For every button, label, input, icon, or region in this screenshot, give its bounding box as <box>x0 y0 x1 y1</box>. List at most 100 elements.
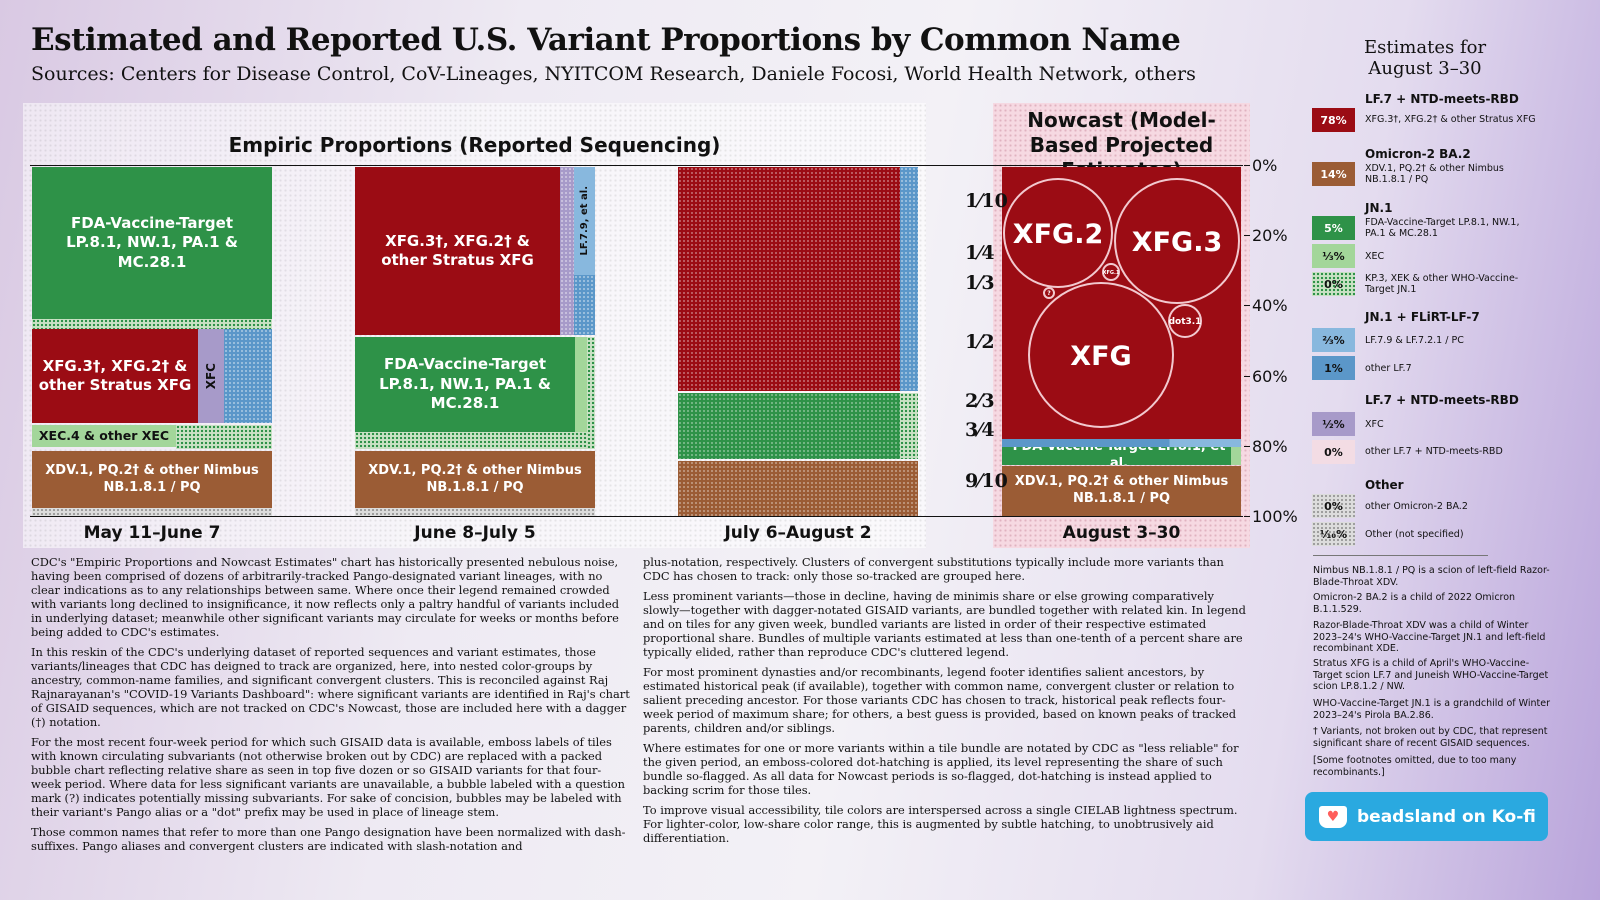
empiric-header: Empiric Proportions (Reported Sequencing… <box>228 133 721 157</box>
paragraph: CDC's "Empiric Proportions and Nowcast E… <box>31 555 619 639</box>
footnote: Nimbus NB.1.8.1 / PQ is a scion of left-… <box>1313 565 1550 588</box>
legend-swatch: 0% <box>1312 440 1355 464</box>
tile-p1-xfc: XFC <box>198 329 224 423</box>
tile-p4-xec <box>1231 447 1241 465</box>
legend-label: other Omicron-2 BA.2 <box>1365 501 1468 512</box>
legend-label: XDV.1, PQ.2† & other Nimbus NB.1.8.1 / P… <box>1365 163 1504 185</box>
legend-swatch: 0% <box>1312 272 1355 296</box>
legend-swatch: 1% <box>1312 356 1355 380</box>
legend-label: XEC <box>1365 251 1385 262</box>
legend-label: LF.7.9 & LF.7.2.1 / PC <box>1365 335 1464 346</box>
tile-p3-red <box>678 167 900 391</box>
paragraph: Where estimates for one or more variants… <box>643 741 1239 797</box>
legend-swatch: 78% <box>1312 108 1355 132</box>
period-label-1: May 11–June 7 <box>83 523 221 543</box>
y-frac-7: 9⁄10 <box>965 470 1008 492</box>
tile-p1-dots-a <box>32 319 272 329</box>
y-frac-6: 3⁄4 <box>965 419 995 441</box>
legend-label: Other (not specified) <box>1365 529 1464 540</box>
bubble-label-xfg: XFG <box>1070 341 1131 372</box>
legend-group-header: JN.1 <box>1365 201 1393 215</box>
tile-p3-brown <box>678 461 918 516</box>
y-tick-20 <box>1244 235 1250 236</box>
legend-group-header: JN.1 + FLiRT-LF-7 <box>1365 310 1480 324</box>
y-frac-3: 1⁄3 <box>965 272 995 294</box>
y-pct-80: 80% <box>1252 437 1288 456</box>
paragraph: plus-notation, respectively. Clusters of… <box>643 555 1224 583</box>
legend-title: Estimates for August 3–30 <box>1363 37 1487 79</box>
tile-p4-lf7 <box>1002 439 1241 447</box>
legend-label: other LF.7 + NTD-meets-RBD <box>1365 446 1503 457</box>
legend-group-header: LF.7 + NTD-meets-RBD <box>1365 393 1519 407</box>
period-label-4: August 3–30 <box>1062 523 1181 543</box>
bubble-label-xfg3: XFG.3 <box>1132 227 1222 258</box>
tile-p3-green <box>678 393 900 459</box>
tile-p2-dots-b <box>355 432 587 449</box>
y-tick-60 <box>1244 376 1250 377</box>
footnote: † Variants, not broken out by CDC, that … <box>1313 726 1548 749</box>
y-tick-40 <box>1244 305 1250 306</box>
bubble-chart: XFG.2 XFG.3 XFG dot3.1 XFG.1 ? <box>1003 178 1240 428</box>
paragraph: Less prominent variants—those in decline… <box>643 589 1246 659</box>
tile-p4-green: FDA-Vaccine-Target LP.8.1, et al. <box>1002 447 1231 465</box>
tile-p2-lf79: LF.7.9, et al. <box>574 167 595 275</box>
y-pct-60: 60% <box>1252 367 1288 386</box>
bubble-label-xfg1: XFG.1 <box>1103 270 1120 276</box>
legend-swatch: ⅒% <box>1312 522 1355 546</box>
tile-p4-brown: XDV.1, PQ.2† & other Nimbus NB.1.8.1 / P… <box>1002 466 1241 516</box>
kofi-button[interactable]: ♥ beadsland on Ko-fi <box>1305 792 1548 841</box>
bubble-xfg2 <box>1003 178 1113 288</box>
y-pct-0: 0% <box>1252 156 1278 175</box>
legend-label: XFC <box>1365 419 1384 430</box>
legend-group-header: Omicron-2 BA.2 <box>1365 147 1471 161</box>
chart-frame <box>30 165 1243 517</box>
legend-group-header: LF.7 + NTD-meets-RBD <box>1365 92 1519 106</box>
tile-p1-xec: XEC.4 & other XEC <box>32 425 176 447</box>
legend-label: other LF.7 <box>1365 363 1412 374</box>
bubble-label-dot31: dot3.1 <box>1169 317 1202 327</box>
tile-p1-dots-b <box>176 425 272 449</box>
footnote: Omicron-2 BA.2 is a child of 2022 Omicro… <box>1313 592 1516 615</box>
bubble-xfg <box>1028 282 1174 428</box>
tile-p1-other <box>32 508 272 516</box>
legend-swatch: 14% <box>1312 162 1355 186</box>
legend-label: XFG.3†, XFG.2† & other Stratus XFG <box>1365 114 1536 125</box>
bubble-unknown <box>1043 287 1055 299</box>
legend-swatch: ⅓% <box>1312 244 1355 268</box>
tile-p3-lf7 <box>900 167 918 391</box>
period-label-3: July 6–August 2 <box>724 523 872 543</box>
legend-divider <box>1313 555 1488 556</box>
legend-group-header: Other <box>1365 478 1404 492</box>
y-frac-4: 1⁄2 <box>965 331 995 353</box>
tile-p1-xfc-label: XFC <box>204 362 218 390</box>
bubble-xfg1 <box>1102 263 1120 281</box>
footnote: Razor-Blade-Throat XDV was a child of Wi… <box>1313 620 1546 654</box>
legend-label: FDA-Vaccine-Target LP.8.1, NW.1, PA.1 & … <box>1365 217 1520 239</box>
y-pct-100: 100% <box>1252 507 1298 526</box>
y-pct-20: 20% <box>1252 226 1288 245</box>
kofi-label: beadsland on Ko-fi <box>1357 806 1536 827</box>
tile-p2-lf79-label: LF.7.9, et al. <box>579 186 590 256</box>
bubble-dot31 <box>1168 304 1202 338</box>
tile-p2-xec <box>575 337 587 432</box>
tile-p2-xfc <box>560 167 574 335</box>
tile-p1-green: FDA-Vaccine-Target LP.8.1, NW.1, PA.1 & … <box>32 167 272 319</box>
y-frac-2: 1⁄4 <box>965 242 995 264</box>
tile-p1-red: XFG.3†, XFG.2† & other Stratus XFG <box>32 329 198 423</box>
y-tick-100 <box>1244 516 1250 517</box>
bubble-label-unknown: ? <box>1047 290 1051 297</box>
tile-p2-dots <box>587 337 595 449</box>
paragraph: To improve visual accessibility, tile co… <box>643 803 1238 845</box>
tile-p1-brown: XDV.1, PQ.2† & other Nimbus NB.1.8.1 / P… <box>32 451 272 508</box>
y-pct-40: 40% <box>1252 296 1288 315</box>
body-text-left: CDC's "Empiric Proportions and Nowcast E… <box>31 555 631 859</box>
tile-p2-lf7 <box>574 275 595 335</box>
footnote: Stratus XFG is a child of April's WHO-Va… <box>1313 658 1549 692</box>
y-frac-5: 2⁄3 <box>965 390 995 412</box>
legend-swatch: 0% <box>1312 494 1355 518</box>
legend-label: KP.3, XEK & other WHO-Vaccine-Target JN.… <box>1365 273 1519 295</box>
paragraph: For the most recent four-week period for… <box>31 735 625 819</box>
y-tick-0 <box>1244 165 1250 166</box>
tile-p3-dots <box>900 393 918 459</box>
bubble-label-xfg2: XFG.2 <box>1013 219 1103 250</box>
